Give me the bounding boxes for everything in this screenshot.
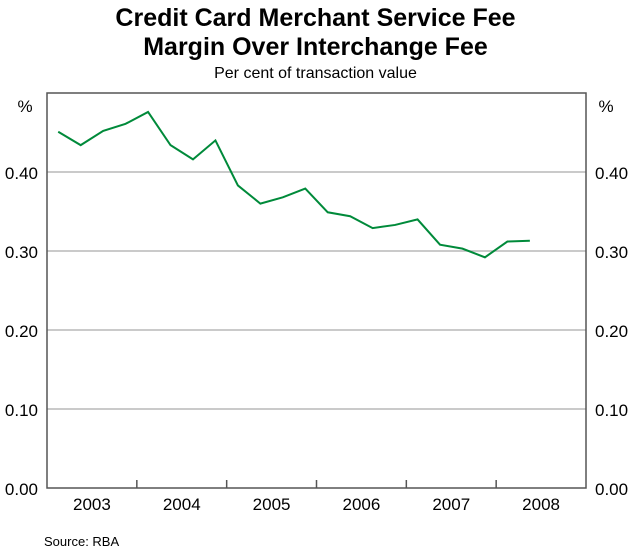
source-note: Source: RBA	[44, 534, 120, 549]
chart-title-line-1: Credit Card Merchant Service Fee	[115, 4, 516, 32]
x-tick-label: 2003	[73, 495, 111, 514]
x-tick-label: 2006	[343, 495, 381, 514]
data-line	[57, 110, 530, 259]
y-tick-label-right: 0.40	[595, 164, 628, 183]
chart-subtitle: Per cent of transaction value	[214, 65, 417, 82]
y-tick-label-right: 0.10	[595, 401, 628, 420]
y-tick-label-left: 0.00	[5, 480, 38, 499]
chart-title-line-2: Margin Over Interchange Fee	[143, 33, 488, 61]
y-tick-label-right: 0.30	[595, 243, 628, 262]
x-tick-label: 2008	[522, 495, 560, 514]
y-tick-label-left: 0.20	[5, 322, 38, 341]
y-tick-label-right: 0.20	[595, 322, 628, 341]
x-tick-label: 2005	[253, 495, 291, 514]
y-axis-label-right: %	[598, 97, 613, 116]
y-tick-label-right: 0.00	[595, 480, 628, 499]
x-tick-label: 2007	[432, 495, 470, 514]
x-tick-label: 2004	[163, 495, 201, 514]
plot-frame	[46, 92, 587, 489]
y-axis-label-left: %	[17, 97, 32, 116]
y-tick-label-left: 0.10	[5, 401, 38, 420]
y-tick-label-left: 0.40	[5, 164, 38, 183]
y-tick-label-left: 0.30	[5, 243, 38, 262]
